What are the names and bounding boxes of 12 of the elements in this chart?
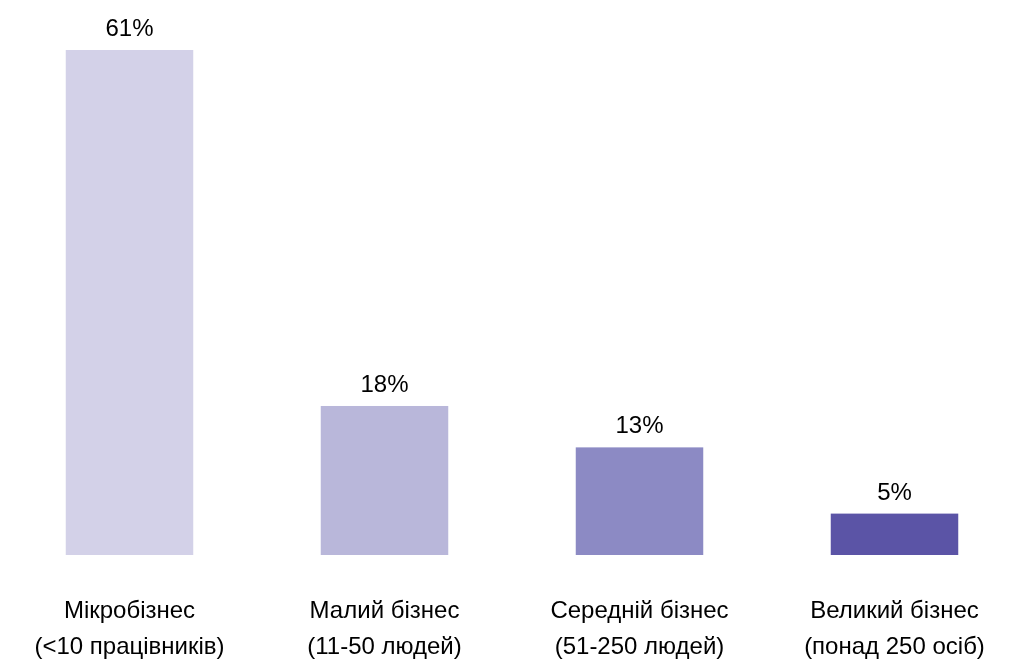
- x-tick-label: Великий бізнес (понад 250 осіб): [804, 596, 985, 659]
- data-label: 18%: [360, 369, 409, 397]
- x-tick-label: Середній бізнес (51-250 людей): [550, 596, 729, 659]
- data-label: 13%: [615, 411, 664, 439]
- bar: [320, 405, 449, 555]
- data-label: 61%: [105, 14, 154, 41]
- bar: [830, 513, 959, 555]
- bar: [65, 50, 194, 555]
- data-label: 5%: [877, 477, 912, 505]
- x-tick-label: Мікробізнес (<10 працівників): [34, 596, 225, 659]
- bar: [575, 447, 704, 555]
- x-tick-label: Малий бізнес (11-50 людей): [307, 596, 462, 659]
